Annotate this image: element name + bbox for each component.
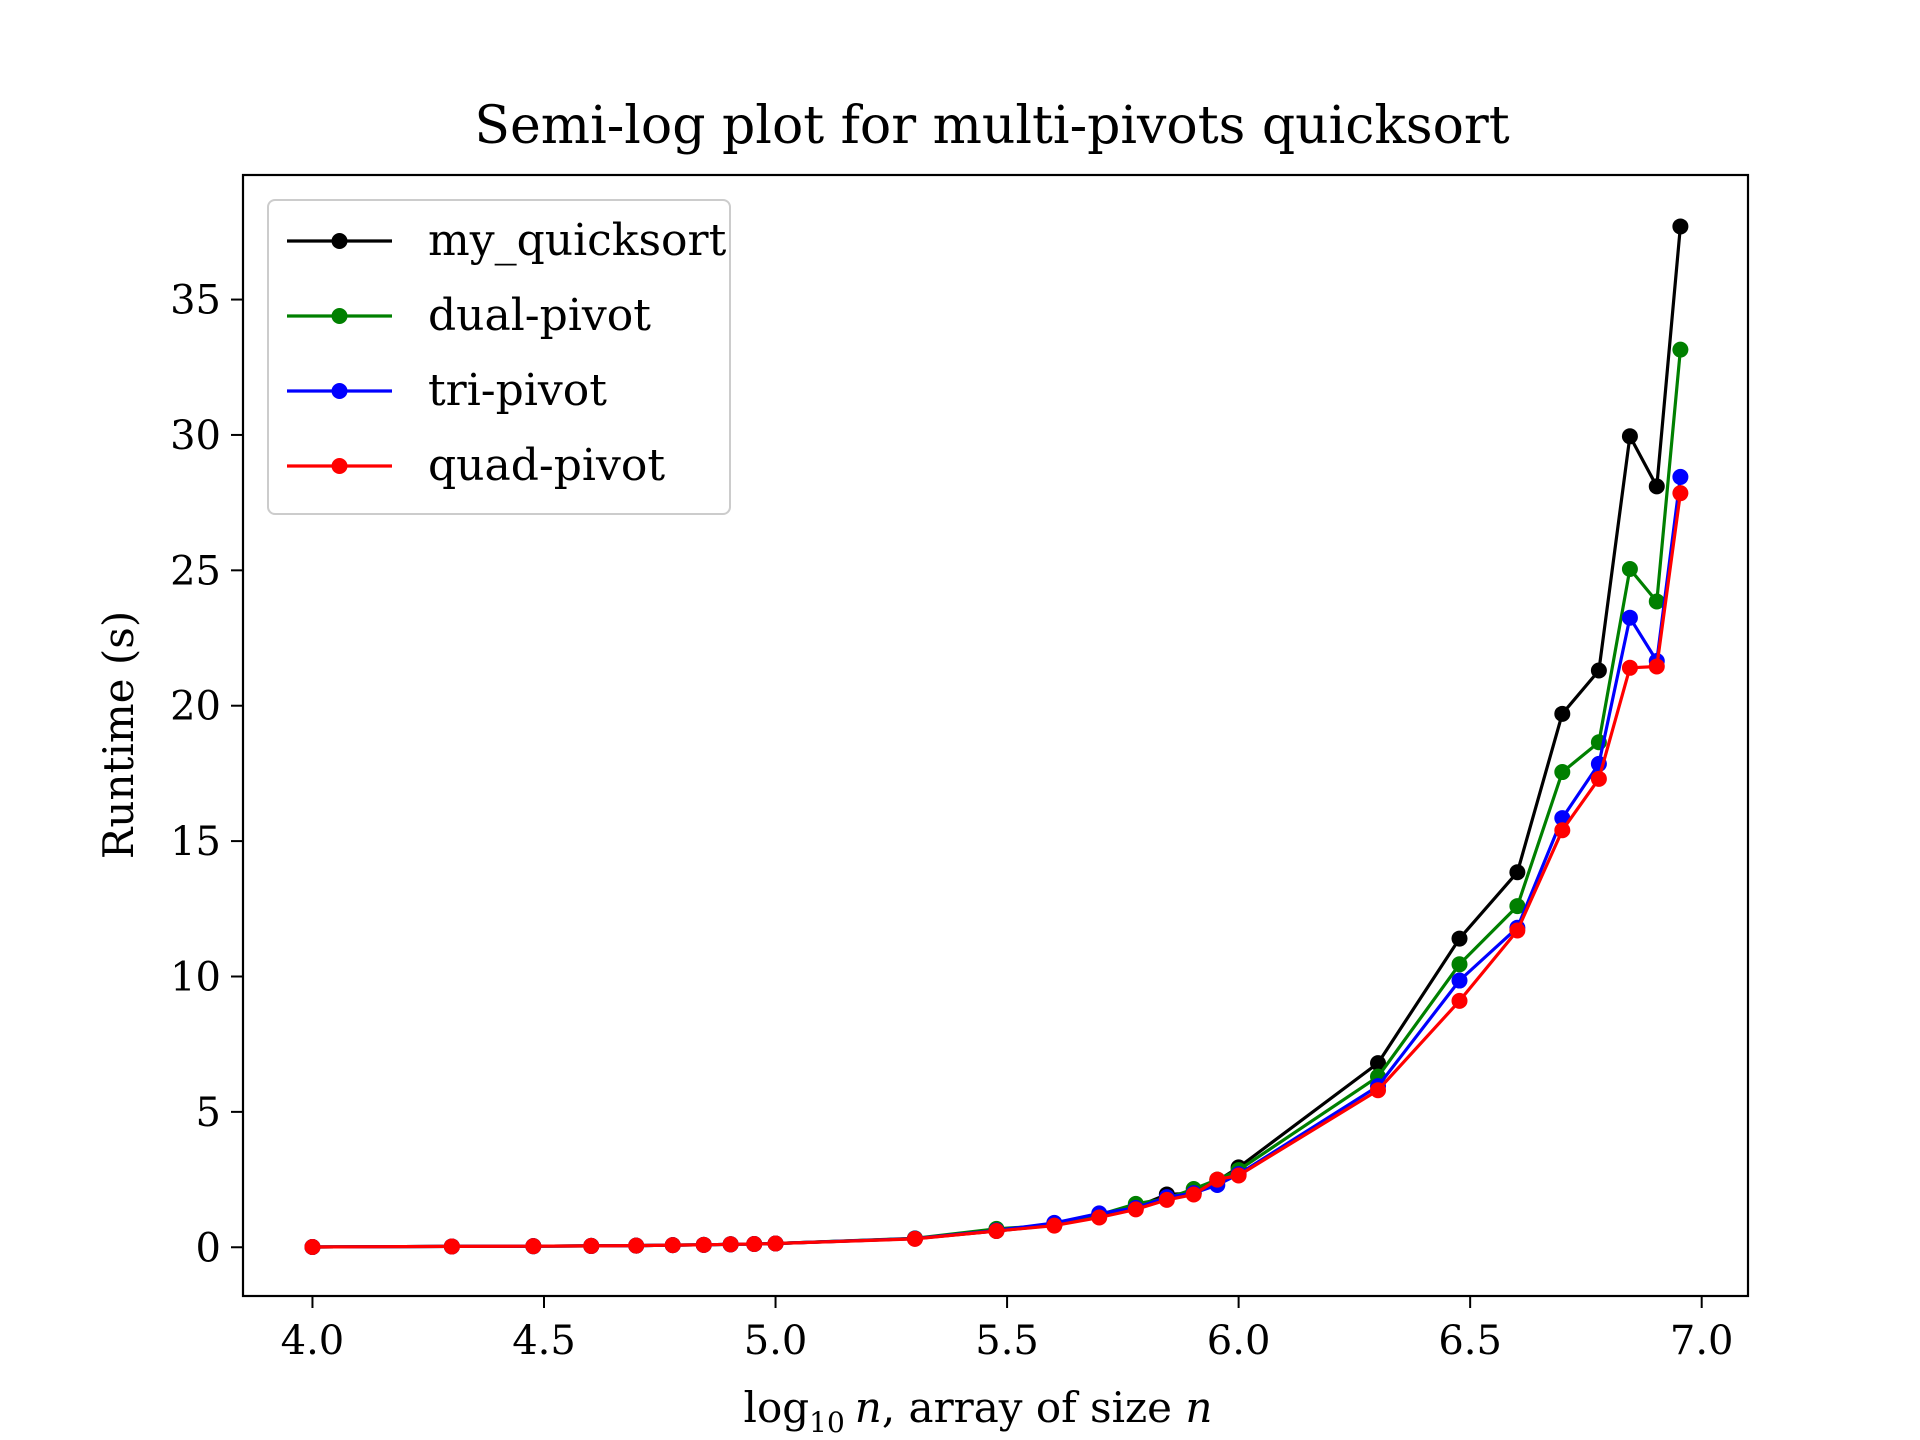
data-point xyxy=(1672,218,1689,235)
y-tick-label: 15 xyxy=(170,819,221,865)
data-point xyxy=(664,1237,681,1254)
plot-area xyxy=(304,218,1689,1255)
data-point xyxy=(1621,428,1638,445)
data-point xyxy=(1672,485,1689,502)
data-point xyxy=(1451,992,1468,1009)
chart-title: Semi-log plot for multi-pivots quicksort xyxy=(474,96,1509,156)
legend-item: tri-pivot xyxy=(287,365,607,416)
data-point xyxy=(1554,822,1571,839)
axes-frame xyxy=(241,173,1750,1298)
legend-item: my_quicksort xyxy=(287,215,727,266)
legend-label: my_quicksort xyxy=(428,215,727,266)
data-point xyxy=(746,1236,763,1253)
data-point xyxy=(1230,1167,1247,1184)
y-tick-label: 35 xyxy=(170,278,221,324)
x-axis-label-variable: n xyxy=(855,1383,882,1432)
data-point xyxy=(1621,659,1638,676)
data-point xyxy=(1451,956,1468,973)
x-tick-label: 4.0 xyxy=(281,1318,345,1364)
data-point xyxy=(1554,705,1571,722)
data-point xyxy=(1046,1217,1063,1234)
legend-label: dual-pivot xyxy=(428,290,651,341)
legend-marker xyxy=(331,383,348,399)
data-point xyxy=(1621,609,1638,626)
data-point xyxy=(906,1230,923,1247)
data-point xyxy=(722,1236,739,1253)
y-tick-label: 30 xyxy=(170,413,221,459)
data-point xyxy=(1672,468,1689,485)
y-tick-label: 5 xyxy=(196,1090,221,1136)
x-axis-label-suffix: , array of size xyxy=(882,1383,1186,1432)
data-point xyxy=(695,1236,712,1253)
data-point xyxy=(1621,560,1638,577)
data-point xyxy=(1370,1055,1387,1072)
data-point xyxy=(1451,930,1468,947)
data-point xyxy=(1648,658,1665,675)
data-point xyxy=(1451,972,1468,989)
y-tick-label: 25 xyxy=(170,548,221,594)
legend-label: tri-pivot xyxy=(428,365,607,416)
data-point xyxy=(628,1237,645,1254)
x-tick-label: 6.0 xyxy=(1207,1318,1271,1364)
legend-marker xyxy=(331,233,348,249)
y-axis: 0 5 10 15 20 25 30 35 xyxy=(170,278,243,1271)
data-point xyxy=(1554,764,1571,781)
data-point xyxy=(1590,770,1607,787)
y-tick-label: 10 xyxy=(170,954,221,1000)
data-point xyxy=(304,1238,321,1255)
legend-item: dual-pivot xyxy=(287,290,651,341)
data-point xyxy=(1209,1171,1226,1188)
data-point xyxy=(1091,1209,1108,1226)
data-point xyxy=(1509,864,1526,881)
data-point xyxy=(1127,1201,1144,1218)
x-axis-label-prefix: log xyxy=(744,1383,810,1432)
data-point xyxy=(1370,1082,1387,1099)
data-point xyxy=(1672,341,1689,358)
data-point xyxy=(1185,1186,1202,1203)
data-point xyxy=(767,1235,784,1252)
series-quad-pivot xyxy=(304,485,1689,1255)
data-point xyxy=(1158,1191,1175,1208)
x-axis: 4.0 4.5 5.0 5.5 6.0 6.5 7.0 xyxy=(281,1296,1734,1364)
data-point xyxy=(1648,478,1665,495)
x-tick-label: 4.5 xyxy=(512,1318,576,1364)
data-point xyxy=(988,1223,1005,1240)
x-axis-label: log10 n, array of size n xyxy=(744,1383,1213,1439)
y-tick-label: 20 xyxy=(170,684,221,730)
legend-box xyxy=(267,199,731,515)
data-point xyxy=(1648,593,1665,610)
legend: my_quicksort dual-pivot tri-pivot quad-pivo… xyxy=(267,199,731,515)
data-point xyxy=(1590,662,1607,679)
x-tick-label: 5.5 xyxy=(975,1318,1039,1364)
legend-item: quad-pivot xyxy=(287,440,665,491)
legend-marker xyxy=(331,458,348,474)
x-tick-label: 6.5 xyxy=(1438,1318,1502,1364)
data-point xyxy=(443,1238,460,1255)
y-axis-label: Runtime (s) xyxy=(94,611,143,859)
x-tick-label: 5.0 xyxy=(744,1318,808,1364)
x-axis-label-suffix-variable: n xyxy=(1185,1383,1212,1432)
y-tick-label: 0 xyxy=(196,1225,221,1271)
data-point xyxy=(1509,922,1526,939)
data-point xyxy=(1509,898,1526,915)
x-axis-label-subscript: 10 xyxy=(809,1406,845,1439)
data-point xyxy=(583,1237,600,1254)
data-point xyxy=(525,1238,542,1255)
x-tick-label: 7.0 xyxy=(1670,1318,1734,1364)
legend-label: quad-pivot xyxy=(428,440,665,491)
legend-marker xyxy=(331,308,348,324)
